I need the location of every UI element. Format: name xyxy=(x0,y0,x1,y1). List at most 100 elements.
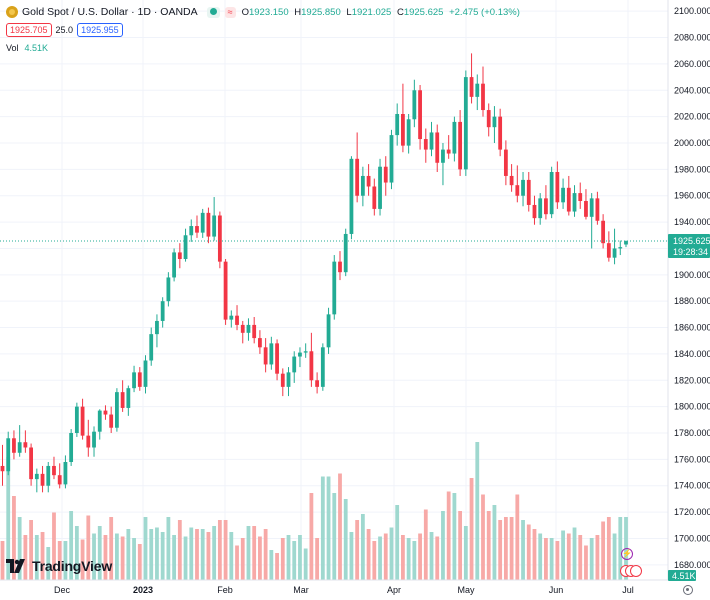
high-value: 1925.850 xyxy=(301,6,341,18)
buy-button[interactable]: 1925.955 xyxy=(77,23,123,37)
volume-bar xyxy=(584,545,588,580)
candle-body xyxy=(309,351,314,381)
candle-body xyxy=(74,406,79,433)
price-tick-label: 1860.000 xyxy=(674,323,710,333)
candle-body xyxy=(492,116,497,128)
settings-gear-icon[interactable] xyxy=(683,585,693,595)
market-status[interactable]: ≈ xyxy=(204,6,236,18)
candle-body xyxy=(423,139,428,150)
candle-body xyxy=(195,226,199,233)
sell-button[interactable]: 1925.705 xyxy=(6,23,52,37)
volume-bar xyxy=(92,533,96,580)
change-value: +2.475 (+0.13%) xyxy=(449,6,520,18)
candle-body xyxy=(469,77,474,97)
volume-bar xyxy=(217,520,222,580)
volume-bar xyxy=(57,541,62,580)
candle-body xyxy=(481,83,485,111)
price-tick-label: 1700.000 xyxy=(674,533,710,543)
price-tick-label: 1900.000 xyxy=(674,270,710,280)
candle-body xyxy=(538,198,543,219)
candle-body xyxy=(521,179,525,196)
candle-body xyxy=(332,261,337,315)
volume-bar xyxy=(372,541,377,580)
candle-body xyxy=(383,166,388,183)
candle-body xyxy=(258,338,262,348)
volume-bar xyxy=(240,538,245,580)
candle-body xyxy=(132,372,136,389)
volume-bar xyxy=(338,473,342,580)
volume-bar xyxy=(360,514,365,580)
candle-body xyxy=(212,215,217,237)
candle-body xyxy=(160,301,165,321)
candle-body xyxy=(601,220,606,244)
volume-bar xyxy=(74,526,79,580)
candle-body xyxy=(126,388,131,408)
candle-body xyxy=(303,351,308,353)
candle-body xyxy=(80,406,85,436)
volume-bar xyxy=(343,499,348,580)
volume-bar xyxy=(566,533,571,580)
price-tick-label: 1940.000 xyxy=(674,217,710,227)
candle-body xyxy=(441,149,445,163)
volume-legend[interactable]: Vol 4.51K xyxy=(6,43,48,53)
volume-bar xyxy=(503,517,508,580)
candle-body xyxy=(34,473,39,480)
volume-bar xyxy=(509,517,514,580)
candle-body xyxy=(355,158,360,196)
volume-bar xyxy=(521,520,525,580)
candle-body xyxy=(326,314,331,348)
candle-body xyxy=(223,261,228,320)
price-tick-label: 1820.000 xyxy=(674,375,710,385)
candle-body xyxy=(52,465,56,476)
gold-icon xyxy=(6,6,18,18)
candle-body xyxy=(624,241,628,245)
candle-body xyxy=(103,410,108,415)
candle-body xyxy=(137,372,142,387)
volume-bar xyxy=(303,548,308,580)
candle-body xyxy=(97,410,102,432)
volume-tag-text: 4.51K xyxy=(672,571,696,581)
candle-body xyxy=(298,352,302,357)
volume-bar xyxy=(401,535,405,580)
candle-body xyxy=(63,462,68,485)
price-tick-label: 1880.000 xyxy=(674,296,710,306)
volume-bar xyxy=(229,532,234,580)
close-value: 1925.625 xyxy=(403,6,444,18)
volume-bar xyxy=(441,511,445,580)
volume-bar xyxy=(578,535,583,580)
volume-bar xyxy=(292,541,297,580)
symbol-title[interactable]: Gold Spot / U.S. Dollar · 1D · OANDA xyxy=(22,6,198,18)
volume-bar xyxy=(286,535,291,580)
candle-body xyxy=(0,465,5,472)
candle-body xyxy=(452,121,457,154)
candle-body xyxy=(349,158,354,234)
volume-bar xyxy=(223,520,228,580)
lightning-icon[interactable]: ⚡ xyxy=(621,548,633,560)
volume-bar xyxy=(166,517,171,580)
candle-body xyxy=(572,193,577,212)
candle-body xyxy=(217,215,222,262)
volume-bar xyxy=(177,520,182,580)
time-tick-label: Apr xyxy=(387,585,401,595)
volume-bar xyxy=(86,515,91,580)
candle-body xyxy=(92,431,96,448)
volume-tag: 4.51K xyxy=(668,570,696,581)
volume-bar xyxy=(475,442,480,580)
price-tick-label: 1680.000 xyxy=(674,560,710,570)
time-tick-label: May xyxy=(457,585,475,595)
price-axis-bg xyxy=(668,0,710,600)
volume-bar xyxy=(252,526,257,580)
volume-bar xyxy=(280,538,285,580)
delay-tag[interactable]: ≈ xyxy=(224,6,236,18)
tradingview-logo[interactable]: TradingView xyxy=(6,558,112,574)
volume-bar xyxy=(120,536,125,580)
volume-bar xyxy=(463,526,468,580)
candle-body xyxy=(86,435,91,448)
volume-bar xyxy=(515,494,520,580)
volume-bar xyxy=(132,538,136,580)
events-icon[interactable] xyxy=(620,565,648,579)
volume-bar xyxy=(23,535,28,580)
volume-bar xyxy=(200,529,205,580)
volume-bar xyxy=(34,535,39,580)
